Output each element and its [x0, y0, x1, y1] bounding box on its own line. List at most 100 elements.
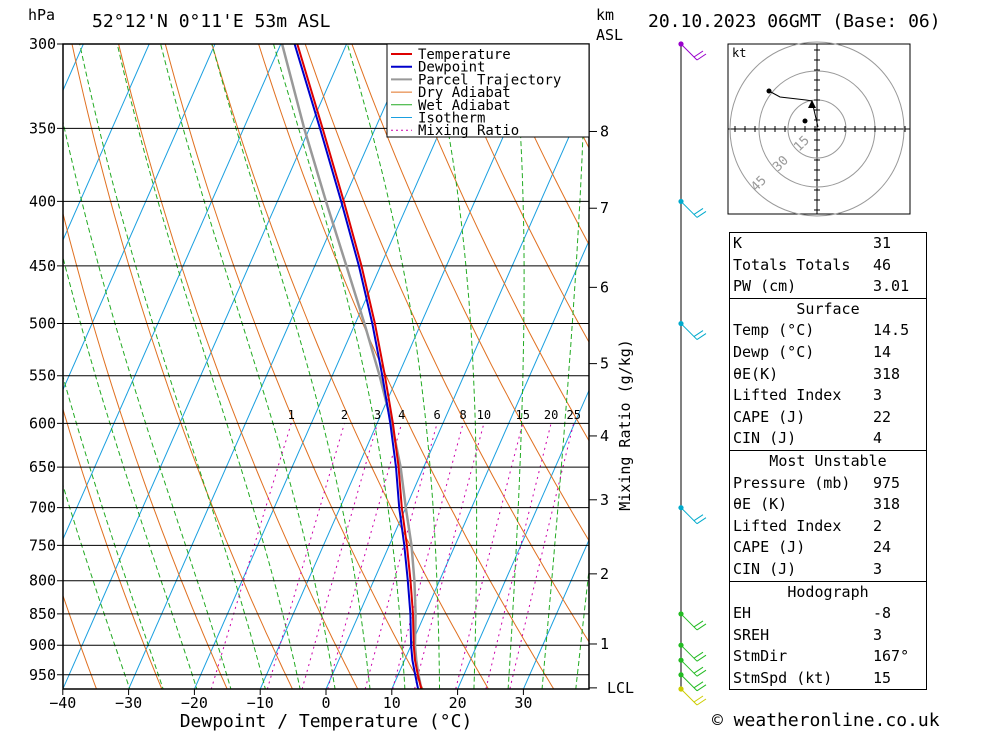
wind-barb-flag [693, 695, 704, 703]
km-label: 2 [600, 565, 609, 583]
wind-barb [680, 43, 707, 61]
pressure-label: 400 [29, 192, 56, 210]
x-tick-label: 30 [514, 694, 532, 712]
profiles [280, 44, 423, 689]
index-value: 46 [873, 255, 892, 274]
mixing-ratio-label: 8 [459, 408, 466, 422]
surface-row: θE(K) 318 [730, 364, 926, 386]
pressure-unit: hPa [28, 6, 55, 24]
pressure-label: 550 [29, 367, 56, 385]
dry-adiabat-line [397, 44, 589, 442]
hodograph-storm-marker [808, 100, 816, 108]
hodograph-ring [729, 41, 905, 217]
pressure-label: 750 [29, 536, 56, 554]
isotherm-line [457, 389, 589, 689]
surface-box: Surface Temp (°C) 14.5 Dewp (°C) 14 θE(K) 318… [729, 297, 927, 451]
surface-row: Lifted Index 3 [730, 385, 926, 407]
most-unstable-value: 318 [873, 495, 901, 514]
wind-barb-flag [693, 651, 704, 659]
most-unstable-title: Most Unstable [769, 451, 887, 470]
mixing-ratio-line [266, 423, 345, 689]
most-unstable-label: θE (K) [733, 495, 788, 514]
pressure-label: 350 [29, 119, 56, 137]
indices-box: K 31 Totals Totals 46 PW (cm) 3.01 [729, 232, 927, 299]
wind-barb [680, 507, 707, 525]
x-tick-label: −10 [247, 694, 274, 712]
mixing-ratio-line [210, 423, 292, 689]
surface-value: 318 [873, 364, 901, 383]
x-tick-label: −40 [49, 694, 76, 712]
wet-adiabat-line [430, 44, 478, 689]
pressure-label: 950 [29, 666, 56, 684]
profile-temperature [296, 44, 423, 689]
isotherm-line [63, 44, 84, 92]
dry-adiabat-line [982, 0, 1000, 730]
wet-adiabat-line [541, 44, 587, 689]
most-unstable-label: Pressure (mb) [733, 473, 851, 492]
surface-label: Lifted Index [733, 386, 842, 405]
wind-barb-flag [696, 684, 707, 692]
wind-barb-staff [680, 201, 698, 218]
wind-barb-flag [696, 333, 707, 340]
wind-barb [680, 644, 707, 662]
surface-title: Surface [796, 299, 860, 318]
pressure-label: 700 [29, 499, 56, 517]
wind-barb-flag [693, 50, 704, 58]
isotherm-line [325, 90, 589, 689]
km-unit: km [596, 6, 614, 24]
mixing-ratio-label: 4 [398, 408, 405, 422]
isotherm-line [63, 44, 348, 689]
pressure-label: 650 [29, 458, 56, 476]
isotherm-line [391, 239, 589, 689]
wind-barb-staff [680, 613, 698, 631]
surface-label: Temp (°C) [733, 321, 815, 340]
isotherm-line [522, 538, 589, 689]
mixing-ratio-label: 1 [288, 408, 295, 422]
x-axis-label: Dewpoint / Temperature (°C) [180, 711, 473, 732]
wind-barb [680, 613, 707, 631]
wet-adiabat-line [575, 565, 589, 689]
wind-barb-flag [696, 211, 707, 218]
wind-barb-flag [693, 514, 704, 522]
km-label: 8 [600, 122, 609, 140]
hodograph-table-value: 15 [873, 668, 892, 687]
legend-label: Temperature [418, 47, 511, 63]
mixing-ratio-label: 25 [566, 408, 580, 422]
km-label: LCL [607, 679, 634, 697]
most-unstable-label: CIN (J) [733, 559, 797, 578]
surface-value: 4 [873, 429, 883, 448]
km-label: 5 [600, 355, 609, 373]
most-unstable-row: CIN (J) 3 [730, 559, 926, 581]
wind-barb [680, 659, 707, 677]
isotherm-line [63, 44, 282, 541]
legend-label: Dry Adiabat [418, 85, 511, 101]
surface-row: Temp (°C) 14.5 [730, 320, 926, 342]
hodograph-trace [768, 90, 819, 128]
footer-credit: © weatheronline.co.uk [712, 710, 940, 731]
index-label: K [733, 234, 743, 252]
x-tick-label: 10 [383, 694, 401, 712]
index-label: Totals Totals [733, 255, 851, 274]
isotherm-line [63, 44, 150, 242]
wind-barb-staff [680, 507, 698, 525]
asl-unit: ASL [596, 26, 623, 44]
wet-adiabat-line [272, 44, 406, 689]
x-tick-label: −30 [115, 694, 142, 712]
hodograph-table-label: StmDir [733, 647, 788, 666]
hodograph-point [802, 118, 808, 124]
dry-adiabat-line [444, 44, 589, 344]
most-unstable-row: θE (K) 318 [730, 494, 926, 516]
most-unstable-value: 2 [873, 516, 883, 535]
most-unstable-row: Pressure (mb) 975 [730, 473, 926, 495]
surface-value: 14 [873, 342, 892, 361]
hodograph-table-row: SREH 3 [730, 625, 926, 647]
wind-barb-flag [696, 669, 707, 677]
surface-row: CAPE (J) 22 [730, 407, 926, 429]
wet-adiabat-line [346, 44, 441, 689]
dry-adiabat-line [63, 407, 163, 689]
hodograph-table-value: -8 [873, 604, 892, 623]
hodograph-table-label: StmSpd (kt) [733, 668, 833, 687]
surface-label: CAPE (J) [733, 407, 806, 426]
